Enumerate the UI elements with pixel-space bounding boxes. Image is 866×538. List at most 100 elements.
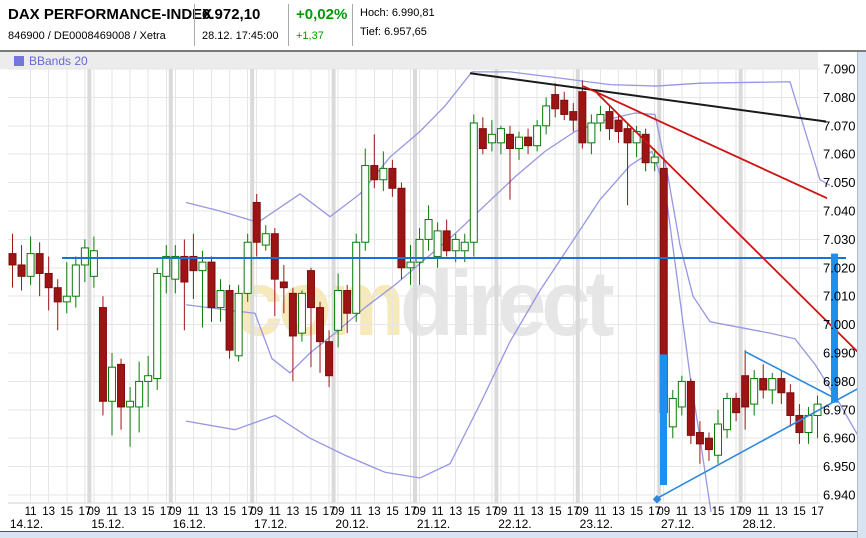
- svg-text:11: 11: [432, 506, 444, 518]
- svg-text:7.040: 7.040: [823, 204, 856, 219]
- svg-text:09: 09: [576, 506, 589, 518]
- bbands-swatch-icon: [14, 56, 24, 66]
- bband-lower-line: [185, 150, 712, 513]
- svg-text:15: 15: [630, 506, 643, 518]
- svg-text:16.12.: 16.12.: [173, 517, 206, 531]
- instrument-title: DAX PERFORMANCE-INDEX: [8, 6, 213, 23]
- svg-text:11: 11: [269, 506, 281, 518]
- instrument-id: 846900 / DE0008469008 / Xetra: [8, 30, 166, 42]
- svg-text:7.060: 7.060: [823, 147, 856, 162]
- y-axis-labels: 7.090 7.080 7.070 7.060 7.050 7.040 7.030 7.020…: [823, 62, 856, 503]
- svg-text:7.080: 7.080: [823, 90, 856, 105]
- svg-text:15: 15: [305, 506, 318, 518]
- svg-text:17: 17: [241, 506, 254, 518]
- svg-text:7.050: 7.050: [823, 175, 856, 190]
- svg-text:15: 15: [467, 506, 480, 518]
- svg-text:23.12.: 23.12.: [580, 517, 613, 531]
- svg-text:13: 13: [531, 506, 544, 518]
- svg-text:17.12.: 17.12.: [254, 517, 287, 531]
- bbands-legend-label[interactable]: BBands 20: [29, 54, 88, 68]
- svg-text:15: 15: [60, 506, 73, 518]
- svg-text:6.970: 6.970: [823, 402, 856, 417]
- svg-text:11: 11: [594, 506, 606, 518]
- triangle-upper-line: [744, 350, 839, 401]
- chart-bottom-rule: [0, 531, 866, 532]
- last-price: 6.972,10: [202, 6, 261, 23]
- svg-text:6.980: 6.980: [823, 374, 856, 389]
- svg-text:11: 11: [513, 506, 525, 518]
- svg-text:13: 13: [286, 506, 299, 518]
- svg-text:09: 09: [739, 506, 752, 518]
- svg-text:22.12.: 22.12.: [498, 517, 531, 531]
- svg-text:7.070: 7.070: [823, 118, 856, 133]
- red-trendline-2: [596, 92, 866, 361]
- svg-text:11: 11: [25, 506, 37, 518]
- svg-text:28.12.: 28.12.: [742, 517, 775, 531]
- grid-layer: [8, 68, 820, 504]
- svg-text:7.010: 7.010: [823, 289, 856, 304]
- svg-text:6.960: 6.960: [823, 431, 856, 446]
- svg-text:11: 11: [106, 506, 118, 518]
- svg-text:7.020: 7.020: [823, 260, 856, 275]
- svg-text:11: 11: [187, 506, 199, 518]
- blue-measure-bar-left[interactable]: [660, 354, 667, 486]
- svg-text:17: 17: [648, 506, 661, 518]
- overlay-drawings-layer: [62, 72, 866, 504]
- svg-text:13: 13: [368, 506, 381, 518]
- triangle-lower-line: [657, 383, 866, 499]
- svg-text:27.12.: 27.12.: [661, 517, 694, 531]
- svg-text:15: 15: [223, 506, 236, 518]
- svg-text:11: 11: [676, 506, 688, 518]
- svg-text:09: 09: [495, 506, 508, 518]
- svg-text:17: 17: [78, 506, 91, 518]
- svg-text:17: 17: [485, 506, 498, 518]
- svg-text:09: 09: [413, 506, 426, 518]
- indicator-legend-bar: BBands 20: [0, 52, 818, 69]
- vertical-scrollbar[interactable]: [857, 52, 866, 538]
- svg-text:21.12.: 21.12.: [417, 517, 450, 531]
- header-rule: [0, 50, 866, 52]
- black-trendline: [469, 72, 827, 123]
- red-trendline-1: [582, 85, 828, 200]
- svg-text:13: 13: [612, 506, 625, 518]
- svg-text:09: 09: [657, 506, 670, 518]
- svg-text:09: 09: [169, 506, 182, 518]
- svg-text:6.950: 6.950: [823, 459, 856, 474]
- day-high: Hoch: 6.990,81: [360, 7, 435, 19]
- quote-timestamp: 28.12. 17:45:00: [202, 30, 279, 42]
- svg-text:13: 13: [124, 506, 137, 518]
- svg-text:09: 09: [332, 506, 345, 518]
- bband-middle-line: [185, 112, 866, 450]
- svg-text:13: 13: [694, 506, 707, 518]
- horizontal-scrollbar[interactable]: [0, 532, 866, 538]
- blue-measure-bar-right[interactable]: [831, 253, 838, 403]
- drawing-handle-icon: [652, 495, 662, 504]
- svg-text:7.000: 7.000: [823, 317, 856, 332]
- svg-text:09: 09: [88, 506, 101, 518]
- svg-text:15: 15: [142, 506, 155, 518]
- svg-text:15: 15: [793, 506, 806, 518]
- svg-text:15.12.: 15.12.: [91, 517, 124, 531]
- svg-text:13: 13: [449, 506, 462, 518]
- svg-text:17: 17: [323, 506, 336, 518]
- header-divider: [352, 4, 353, 46]
- svg-text:6.990: 6.990: [823, 346, 856, 361]
- bband-upper-line: [185, 71, 831, 224]
- svg-text:15: 15: [386, 506, 399, 518]
- svg-text:17: 17: [404, 506, 417, 518]
- svg-text:20.12.: 20.12.: [335, 517, 368, 531]
- svg-text:17: 17: [811, 506, 824, 518]
- svg-text:17: 17: [567, 506, 580, 518]
- svg-text:7.030: 7.030: [823, 232, 856, 247]
- svg-text:15: 15: [549, 506, 562, 518]
- svg-text:11: 11: [350, 506, 362, 518]
- svg-text:14.12.: 14.12.: [10, 517, 43, 531]
- day-low: Tief: 6.957,65: [360, 26, 427, 38]
- svg-text:13: 13: [775, 506, 788, 518]
- candles-layer: [8, 80, 822, 464]
- svg-text:6.940: 6.940: [823, 488, 856, 503]
- quote-header: DAX PERFORMANCE-INDEX 846900 / DE0008469…: [0, 0, 866, 50]
- svg-text:11: 11: [757, 506, 769, 518]
